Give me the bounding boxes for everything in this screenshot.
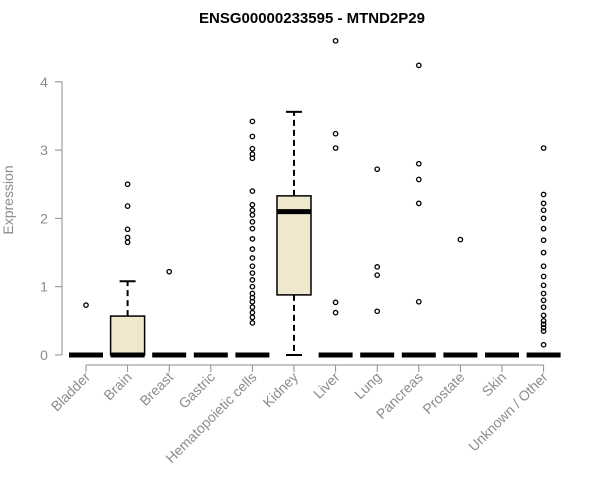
outlier-point [249,290,256,297]
outlier-point [540,282,547,289]
outlier-point [540,249,547,256]
outlier-point [124,234,131,241]
outlier-point [540,297,547,304]
outlier-point [540,312,547,319]
outlier-point [332,299,339,306]
outlier-point [249,236,256,242]
outlier-point [249,212,256,218]
outlier-point [540,215,547,222]
outlier-point [124,203,131,209]
outlier-point [166,268,173,275]
y-tick-label: 0 [40,347,48,363]
outlier-point [249,201,256,208]
box-group [235,118,270,358]
outlier-point [540,341,547,348]
plot-area [69,37,561,358]
outlier-point [249,255,256,261]
outlier-point [332,145,339,151]
y-axis: 0 1 2 3 4 [40,74,63,363]
x-tick-label: Lung [351,369,384,402]
y-tick-label: 1 [40,279,48,295]
outlier-point [249,309,256,316]
x-tick-label: Kidney [260,369,302,411]
outlier-point [249,145,256,152]
y-tick-label: 2 [40,210,48,226]
box-group [360,166,395,358]
outlier-point [374,166,381,173]
outlier-point [124,239,131,246]
outlier-point [332,309,339,316]
box-group [318,37,353,358]
outlier-point [540,328,547,334]
box-group [443,236,478,358]
chart-title: ENSG00000233595 - MTND2P29 [199,10,425,27]
outlier-point [249,263,256,270]
outlier-point [540,321,547,328]
outlier-point [540,273,547,280]
box-group [401,62,436,358]
outlier-point [374,272,381,278]
outlier-point [249,118,256,125]
outlier-point [540,304,547,311]
outlier-point [540,145,547,151]
outlier-point [249,270,256,276]
x-tick-label: Liver [310,369,343,402]
box-group [276,110,312,356]
x-tick-label: Brain [100,369,134,403]
outlier-point [415,62,422,69]
x-tick-label: Bladder [48,369,94,415]
box-group [526,145,561,358]
y-axis-label: Expression [0,165,16,234]
outlier-point [374,308,381,315]
outlier-point [83,302,89,308]
box-group [69,302,103,358]
outlier-point [540,207,547,214]
outlier-point [415,176,422,183]
outlier-point [249,320,256,326]
outlier-point [249,283,256,290]
outlier-point [124,181,131,188]
outlier-point [415,160,422,167]
outlier-point [415,298,422,305]
outlier-point [540,324,547,331]
outlier-point [249,277,256,283]
outlier-point [374,264,381,270]
outlier-point [332,37,339,44]
outlier-point [540,200,547,207]
outlier-point [249,218,256,225]
x-tick-label: Prostate [419,369,467,417]
outlier-point [249,225,256,232]
y-tick-label: 4 [40,74,48,90]
outlier-point [540,317,547,324]
outlier-point [415,200,422,207]
box-group [109,181,146,358]
x-tick-label: Skin [479,369,510,400]
outlier-point [332,130,339,137]
box-group [152,268,187,358]
y-tick-label: 3 [40,142,48,158]
x-tick-label: Breast [136,369,176,409]
outlier-point [540,191,547,198]
outlier-point [249,246,256,252]
outlier-point [249,133,256,140]
outlier-point [249,304,256,311]
outlier-point [249,207,256,214]
outlier-point [249,151,256,158]
iqr-box [109,315,146,356]
outlier-point [124,226,131,233]
outlier-point [249,314,256,321]
outlier-point [540,263,547,270]
outlier-point [540,225,547,232]
outlier-point [540,237,547,244]
outlier-point [249,188,256,194]
x-tick-label: Unknown / Other [465,369,551,455]
outlier-point [540,290,547,297]
outlier-point [457,236,464,243]
